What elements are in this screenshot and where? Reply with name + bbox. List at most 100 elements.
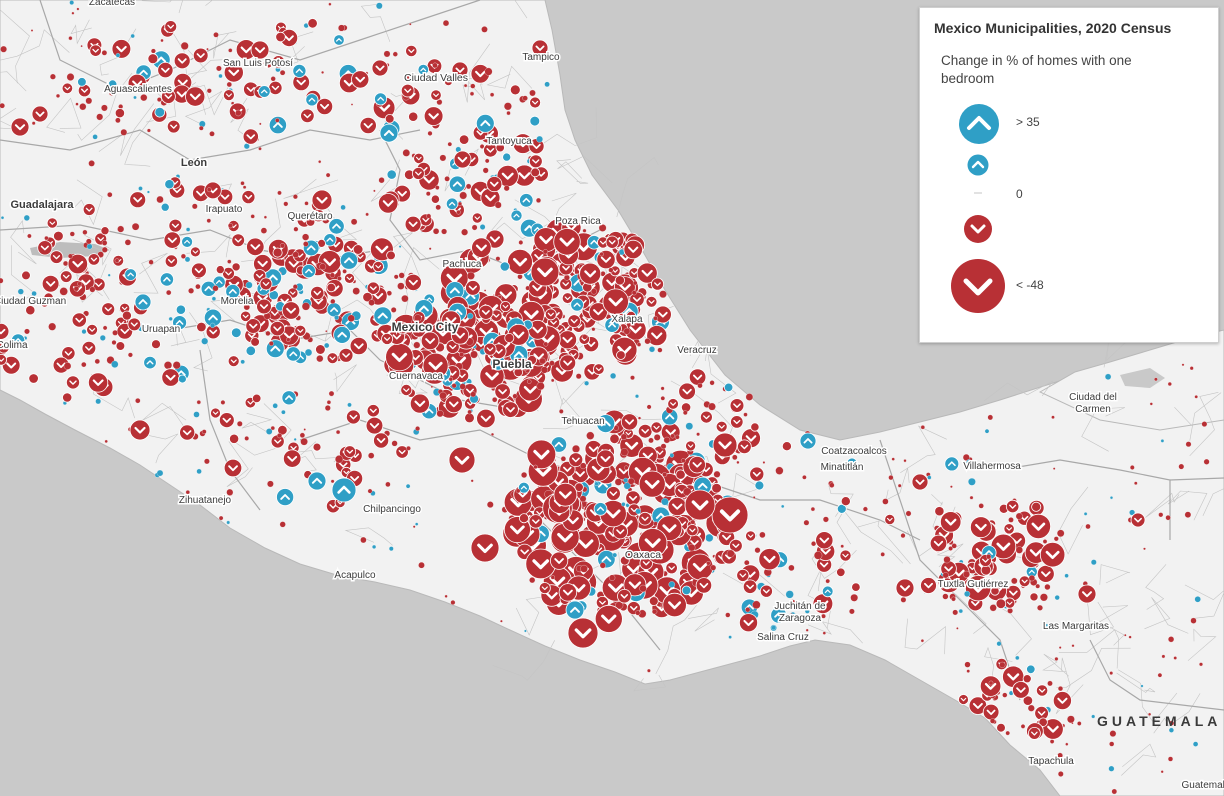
municipality-decrease-symbol [512, 393, 518, 399]
municipality-decrease-symbol [335, 455, 344, 464]
municipality-decrease-symbol [616, 350, 626, 360]
municipality-decrease-symbol [609, 433, 620, 445]
municipality-decrease-symbol [246, 237, 265, 257]
municipality-decrease-symbol [213, 32, 219, 38]
municipality-increase-symbol [333, 325, 352, 344]
municipality-decrease-symbol [478, 304, 494, 320]
municipality-increase-symbol [226, 520, 231, 525]
municipality-decrease-symbol [402, 149, 411, 157]
municipality-decrease-symbol [958, 694, 969, 705]
municipality-increase-symbol [175, 304, 186, 315]
municipality-decrease-symbol [312, 442, 322, 452]
municipality-decrease-symbol [66, 375, 81, 390]
municipality-decrease-symbol [453, 150, 472, 169]
municipality-decrease-symbol [432, 62, 438, 69]
municipality-decrease-symbol [810, 506, 816, 512]
municipality-decrease-symbol [448, 446, 476, 474]
municipality-increase-symbol [185, 227, 191, 232]
municipality-decrease-symbol [293, 226, 299, 232]
municipality-decrease-symbol [503, 102, 512, 111]
municipality-decrease-symbol [646, 325, 668, 347]
municipality-decrease-symbol [351, 70, 370, 89]
municipality-decrease-symbol [788, 564, 795, 572]
municipality-decrease-symbol [148, 259, 154, 265]
municipality-increase-symbol [770, 606, 788, 624]
municipality-decrease-symbol [628, 267, 640, 279]
municipality-decrease-symbol [521, 471, 528, 479]
municipality-decrease-symbol [667, 496, 687, 517]
municipality-decrease-symbol [235, 109, 242, 117]
municipality-decrease-symbol [435, 185, 440, 190]
city-label-poza-rica: Poza Rica [555, 216, 601, 227]
municipality-decrease-symbol [966, 669, 970, 673]
municipality-decrease-symbol [400, 83, 415, 98]
municipality-decrease-symbol [518, 240, 524, 245]
municipality-boundary [370, 159, 400, 202]
municipality-decrease-symbol [104, 439, 108, 444]
municipality-increase-symbol [292, 63, 307, 78]
municipality-decrease-symbol [0, 323, 10, 340]
municipality-decrease-symbol [533, 464, 538, 470]
municipality-decrease-symbol [987, 414, 994, 421]
municipality-boundary [141, 433, 179, 464]
municipality-decrease-symbol [636, 342, 642, 347]
municipality-decrease-symbol [696, 432, 700, 437]
municipality-increase-symbol [177, 374, 187, 384]
municipality-increase-symbol [281, 390, 297, 406]
municipality-decrease-symbol [1022, 674, 1032, 684]
municipality-decrease-symbol [849, 608, 855, 615]
municipality-increase-symbol [143, 355, 157, 370]
municipality-increase-symbol [326, 302, 342, 318]
municipality-decrease-symbol [1201, 421, 1208, 427]
municipality-increase-symbol [544, 81, 550, 88]
city-label-irapuato: Irapuato [206, 204, 243, 215]
city-label-minatitl-n: Minatitlán [821, 462, 864, 473]
municipality-decrease-symbol [494, 201, 502, 209]
municipality-decrease-symbol [43, 202, 47, 206]
municipality-boundary [283, 178, 339, 199]
municipality-decrease-symbol [267, 480, 274, 488]
municipality-boundary [124, 115, 154, 167]
municipality-decrease-symbol [951, 543, 957, 549]
municipality-decrease-symbol [466, 271, 475, 280]
municipality-increase-symbol [130, 33, 135, 39]
municipality-decrease-symbol [85, 238, 92, 245]
municipality-decrease-symbol [726, 549, 735, 558]
municipality-decrease-symbol [635, 610, 641, 616]
municipality-decrease-symbol [839, 549, 852, 562]
municipality-decrease-symbol [553, 228, 581, 256]
municipality-decrease-symbol [968, 696, 988, 715]
municipality-decrease-symbol [220, 400, 226, 405]
municipality-increase-symbol [1064, 573, 1069, 578]
municipality-decrease-symbol [226, 81, 232, 88]
municipality-decrease-symbol [236, 420, 243, 427]
municipality-increase-symbol [1168, 727, 1174, 733]
city-label-tehuacan: Tehuacan [561, 416, 604, 427]
municipality-decrease-symbol [352, 244, 364, 255]
city-label-zihuatanejo: Zihuatanejo [179, 495, 232, 506]
municipality-decrease-symbol [218, 412, 235, 429]
municipality-decrease-symbol [381, 332, 394, 345]
municipality-decrease-symbol [102, 325, 108, 331]
city-label-le-n: León [181, 157, 208, 169]
municipality-decrease-symbol [335, 429, 341, 435]
municipality-increase-symbol [339, 251, 359, 270]
municipality-decrease-symbol [963, 570, 970, 578]
municipality-decrease-symbol [1005, 730, 1010, 736]
municipality-decrease-symbol [651, 608, 658, 615]
municipality-increase-symbol [499, 261, 510, 272]
municipality-decrease-symbol [1067, 715, 1075, 724]
municipality-increase-symbol [475, 114, 495, 133]
municipality-decrease-symbol [321, 70, 325, 74]
municipality-boundary [557, 155, 613, 183]
municipality-boundary [994, 604, 1032, 656]
municipality-boundary [548, 192, 577, 233]
municipality-decrease-symbol [326, 352, 339, 365]
municipality-increase-symbol [510, 209, 523, 222]
municipality-decrease-symbol [1203, 458, 1210, 465]
municipality-increase-symbol [661, 497, 669, 506]
municipality-boundary [486, 65, 533, 89]
municipality-decrease-symbol [226, 488, 234, 496]
municipality-increase-symbol [107, 273, 111, 277]
